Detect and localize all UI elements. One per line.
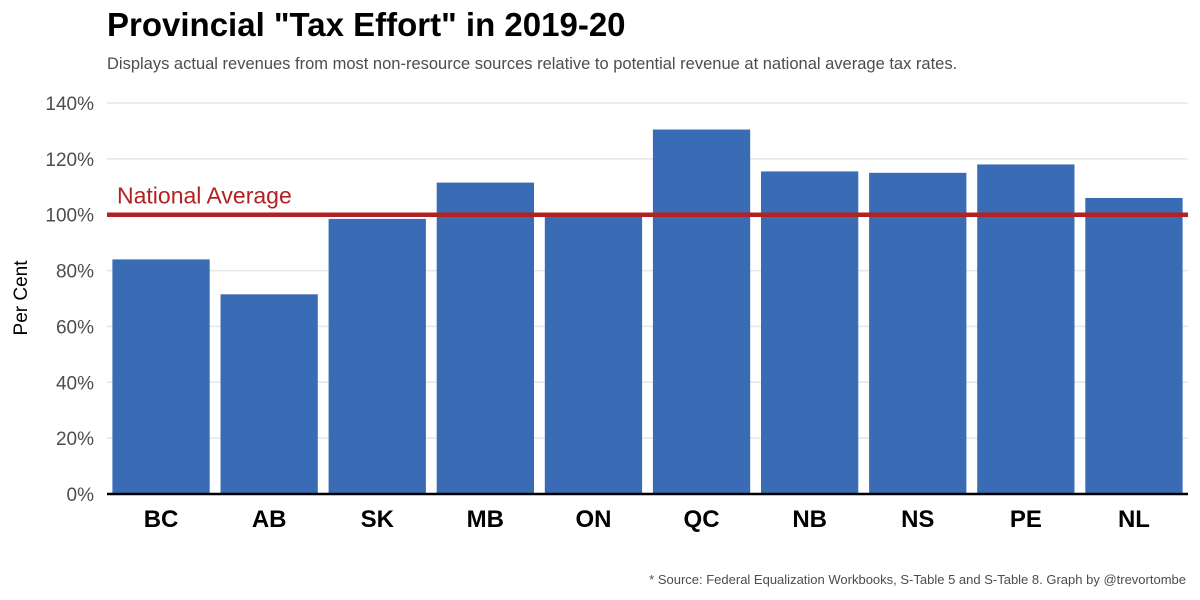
x-tick-label: QC	[684, 506, 720, 533]
y-tick-label: 80%	[56, 262, 94, 283]
x-tick-label: SK	[361, 506, 395, 533]
bar-nb	[761, 171, 859, 495]
x-tick-label: NL	[1118, 506, 1150, 533]
bar-ns	[869, 172, 967, 495]
bar-qc	[652, 129, 751, 494]
bar-pe	[977, 164, 1075, 494]
y-tick-label: 60%	[56, 317, 94, 338]
x-tick-label: PE	[1010, 506, 1042, 533]
bars	[107, 129, 1188, 496]
y-tick-label: 120%	[45, 150, 94, 171]
bar-ab	[220, 294, 318, 494]
y-tick-label: 0%	[67, 485, 95, 506]
chart-title: Provincial "Tax Effort" in 2019-20	[107, 6, 626, 43]
bar-on	[544, 214, 643, 494]
bar-sk	[328, 218, 426, 494]
reference-line-group: National Average	[107, 183, 1188, 217]
y-tick-label: 20%	[56, 429, 94, 450]
national-average-label: National Average	[117, 183, 292, 209]
bar-mb	[436, 182, 534, 494]
y-axis-tick-labels: 0% 20% 40% 60% 80% 100% 120% 140%	[45, 94, 94, 506]
bar-nl	[1085, 197, 1183, 494]
source-caption: * Source: Federal Equalization Workbooks…	[649, 572, 1186, 587]
x-tick-label: NB	[792, 506, 827, 533]
x-tick-label: AB	[252, 506, 287, 533]
x-axis-tick-labels: BC AB SK MB ON QC NB NS PE NL	[144, 506, 1150, 533]
x-tick-label: MB	[467, 506, 504, 533]
x-tick-label: ON	[575, 506, 611, 533]
x-tick-label: NS	[901, 506, 934, 533]
y-tick-label: 40%	[56, 373, 94, 394]
y-axis-label: Per Cent	[11, 260, 32, 336]
y-tick-label: 140%	[45, 94, 94, 115]
chart-subtitle: Displays actual revenues from most non-r…	[107, 55, 958, 73]
bar-bc	[112, 259, 210, 494]
y-tick-label: 100%	[45, 206, 94, 227]
x-tick-label: BC	[144, 506, 179, 533]
